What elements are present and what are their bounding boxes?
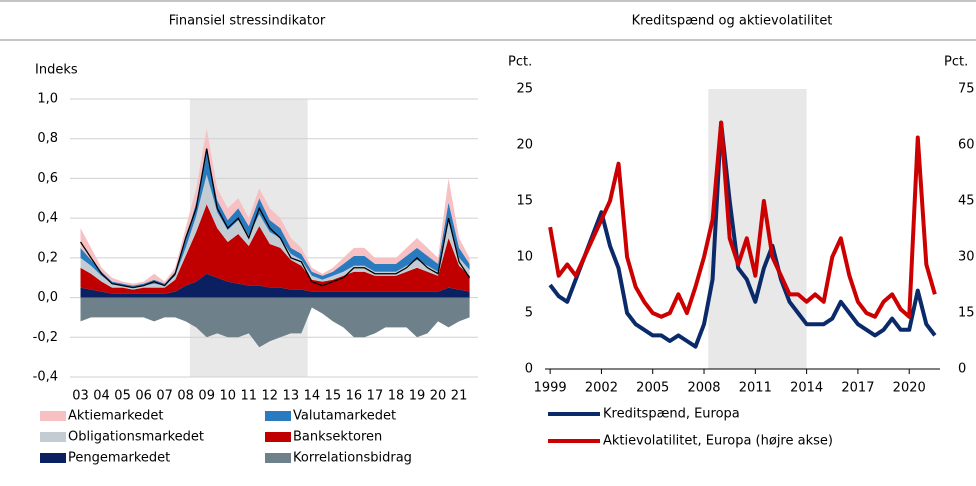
x-tick-label: 12 — [262, 389, 279, 404]
y-tick-label: 5 — [525, 306, 533, 321]
y-axis-label: Pct. — [508, 55, 532, 70]
x-tick-label: 14 — [304, 389, 321, 404]
legend-label: Valutamarkedet — [293, 409, 396, 424]
x-tick-label: 2017 — [841, 381, 874, 396]
series-line — [548, 120, 937, 349]
y-tick-label: -0,2 — [33, 330, 58, 345]
y-axis-label: Indeks — [35, 63, 78, 78]
x-tick-label: 06 — [135, 389, 152, 404]
y-tick-label: 1,0 — [37, 92, 58, 107]
panel-title: Finansiel stressindikator — [169, 14, 326, 29]
x-tick-label: 1999 — [534, 381, 567, 396]
x-tick-label: 03 — [72, 389, 89, 404]
x-tick-label: 04 — [93, 389, 110, 404]
y-tick-label: 15 — [516, 194, 533, 209]
y2-tick-label: 0 — [958, 362, 966, 377]
y-tick-label: 0 — [525, 362, 533, 377]
legend-swatch — [265, 453, 291, 463]
y-tick-label: 0,0 — [37, 290, 58, 305]
stacked-area — [80, 297, 470, 348]
y2-axis-label: Pct. — [944, 55, 968, 70]
x-tick-label: 15 — [325, 389, 342, 404]
x-tick-label: 2011 — [739, 381, 772, 396]
legend-label: Aktiemarkedet — [68, 409, 164, 424]
x-tick-label: 2002 — [585, 381, 618, 396]
y-tick-label: 25 — [516, 82, 533, 97]
series-line — [548, 120, 937, 319]
x-tick-label: 18 — [388, 389, 405, 404]
x-tick-label: 13 — [283, 389, 300, 404]
x-tick-label: 2014 — [790, 381, 823, 396]
y-tick-label: 0,6 — [37, 171, 58, 186]
legend-label: Obligationsmarkedet — [68, 430, 204, 445]
stacked-area — [80, 204, 470, 294]
x-tick-label: 16 — [346, 389, 363, 404]
total-line — [79, 148, 471, 289]
x-tick-label: 2008 — [687, 381, 720, 396]
legend-swatch — [40, 411, 66, 421]
legend-swatch — [265, 432, 291, 442]
x-tick-label: 20 — [430, 389, 447, 404]
legend-swatch — [265, 411, 291, 421]
y-tick-label: 20 — [516, 138, 533, 153]
x-tick-label: 05 — [114, 389, 131, 404]
x-tick-label: 2020 — [893, 381, 926, 396]
legend-swatch — [40, 432, 66, 442]
y2-tick-label: 30 — [958, 250, 975, 265]
legend-label: Aktievolatilitet, Europa (højre akse) — [603, 434, 833, 449]
y2-tick-label: 45 — [958, 194, 975, 209]
y2-tick-label: 75 — [958, 82, 975, 97]
x-tick-label: 17 — [367, 389, 384, 404]
panel-title: Kreditspænd og aktievolatilitet — [632, 14, 833, 29]
legend-label: Pengemarkedet — [68, 451, 170, 466]
x-tick-label: 08 — [177, 389, 194, 404]
x-tick-label: 21 — [451, 389, 468, 404]
y-tick-label: 0,2 — [37, 250, 58, 265]
shaded-period — [708, 89, 807, 369]
legend-label: Korrelationsbidrag — [293, 451, 412, 466]
x-tick-label: 11 — [240, 389, 257, 404]
x-tick-label: 19 — [409, 389, 426, 404]
x-tick-label: 2005 — [636, 381, 669, 396]
y-tick-label: 0,8 — [37, 131, 58, 146]
legend-label: Kreditspænd, Europa — [603, 407, 740, 422]
y2-tick-label: 60 — [958, 138, 975, 153]
y-tick-label: 0,4 — [37, 211, 58, 226]
legend-label: Banksektoren — [293, 430, 382, 445]
y-tick-label: -0,4 — [33, 370, 58, 385]
x-tick-label: 09 — [198, 389, 215, 404]
y2-tick-label: 15 — [958, 306, 975, 321]
y-tick-label: 10 — [516, 250, 533, 265]
x-tick-label: 07 — [156, 389, 173, 404]
legend-swatch — [40, 453, 66, 463]
x-tick-label: 10 — [219, 389, 236, 404]
